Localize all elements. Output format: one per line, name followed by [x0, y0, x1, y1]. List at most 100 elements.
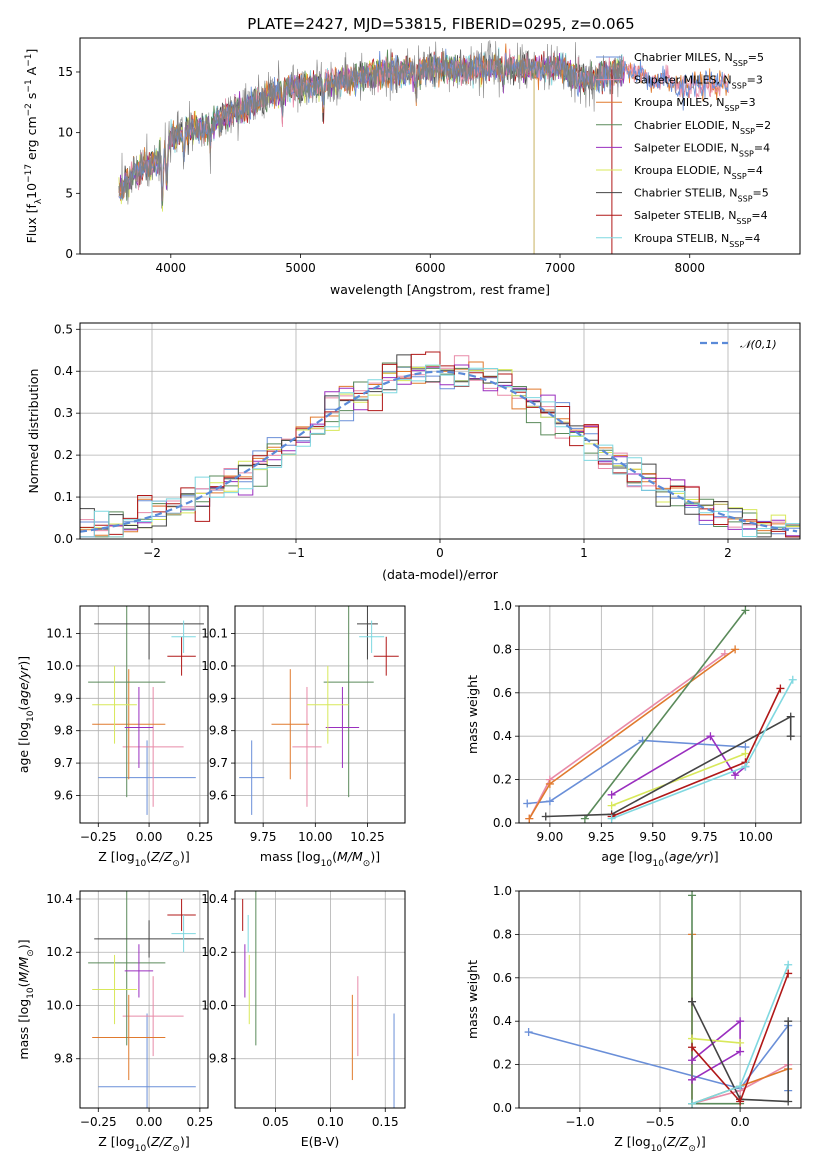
- y-tick-label: 10.2: [46, 945, 73, 959]
- weight-marker: [688, 997, 697, 1006]
- weight-marker: [688, 1034, 697, 1043]
- y-axis-label: Flux [fλ10−17 erg cm−2 s−1 A−1]: [24, 49, 44, 244]
- weight-marker: [541, 812, 550, 821]
- y-tick-label: 5: [65, 186, 73, 200]
- plot-area: [88, 606, 204, 815]
- axes-frame: [234, 605, 406, 824]
- y-tick-label: 10.0: [46, 659, 73, 673]
- x-tick-label: 10.00: [739, 830, 773, 844]
- weight-marker: [731, 645, 740, 654]
- x-axis-label: age [log10(age/yr)]: [601, 849, 718, 869]
- x-tick-label: 9.75: [250, 830, 277, 844]
- y-tick-label: 10.4: [46, 892, 73, 906]
- weight-marker: [731, 771, 740, 780]
- weight-marker: [688, 1056, 697, 1065]
- y-axis-label: mass weight: [465, 960, 480, 1039]
- weight-marker: [736, 1017, 745, 1026]
- y-tick-label: 1.0: [493, 599, 512, 613]
- plot-area: [524, 891, 793, 1108]
- legend-label: Chabrier STELIB, NSSP=5: [634, 187, 769, 204]
- weight-marker: [545, 779, 554, 788]
- y-tick-label: 10.0: [46, 998, 73, 1012]
- weight-marker: [688, 1043, 697, 1052]
- y-tick-label: 10.0: [201, 659, 228, 673]
- panel-age-vs-Z: −0.25 0.00 0.25 9.6 9.7 9.8 9.9 10.0 10.1 Z [log1…: [16, 605, 213, 869]
- y-tick-label: 0.2: [493, 773, 512, 787]
- weight-line: [611, 688, 782, 818]
- x-tick-label: 5000: [285, 261, 316, 275]
- y-tick-label: 0.0: [493, 1101, 512, 1115]
- weight-line: [691, 895, 741, 1105]
- y-tick-label: 0.3: [54, 406, 73, 420]
- weight-marker: [776, 684, 785, 693]
- grid: [519, 890, 801, 1109]
- x-tick-label: 0.25: [187, 1115, 214, 1129]
- figure-title: PLATE=2427, MJD=53815, FIBERID=0295, z=0…: [247, 15, 634, 33]
- legend-label: Salpeter MILES, NSSP=3: [634, 74, 763, 91]
- y-tick-label: 0.2: [493, 1058, 512, 1072]
- x-tick-label: 8000: [674, 261, 705, 275]
- y-tick-label: 10.1: [46, 627, 73, 641]
- panel-weights-vs-Z: −1.0 −0.5 0.0 0.0 0.2 0.4 0.6 0.8 1.0 Z [log10(Z/…: [465, 884, 802, 1154]
- x-axis-label: mass [log10(M/M⊙)]: [260, 849, 380, 869]
- legend-label: Chabrier ELODIE, NSSP=2: [634, 119, 771, 136]
- weight-marker: [607, 790, 616, 799]
- y-tick-label: 9.8: [54, 1052, 73, 1066]
- y-tick-label: 9.9: [54, 691, 73, 705]
- weight-marker: [786, 732, 795, 741]
- plot-area: [239, 606, 399, 815]
- weight-marker: [784, 1097, 793, 1106]
- y-tick-label: 10.2: [201, 945, 228, 959]
- grid: [80, 891, 208, 1108]
- y-tick-label: 0.8: [493, 927, 512, 941]
- x-tick-label: 10.25: [350, 830, 384, 844]
- x-tick-label: 0.00: [136, 830, 163, 844]
- panel-spectrum: 4000 5000 6000 7000 8000 0 5 10 15 wavelength [An…: [24, 37, 801, 297]
- y-axis-label: mass [log10(M/M⊙)]: [16, 939, 36, 1059]
- weight-marker: [736, 1047, 745, 1056]
- y-tick-label: 9.7: [209, 756, 228, 770]
- axes-frame: [79, 322, 801, 540]
- x-tick-label: −1.0: [565, 1115, 594, 1129]
- grid: [235, 606, 405, 823]
- x-tick-label: 10.00: [298, 830, 332, 844]
- y-tick-label: 0.0: [54, 532, 73, 546]
- y-axis-label: Normed distribution: [26, 369, 41, 494]
- weight-marker: [741, 749, 750, 758]
- weight-marker: [784, 1017, 793, 1026]
- x-tick-label: 0.05: [262, 1115, 289, 1129]
- panel-mass-vs-Z: −0.25 0.00 0.25 9.8 10.0 10.2 10.4 Z [log10(Z/Z…: [16, 890, 214, 1154]
- x-tick-label: 0.00: [136, 1115, 163, 1129]
- weight-line: [584, 609, 747, 820]
- y-tick-label: 9.8: [209, 724, 228, 738]
- data-spectrum-line: [118, 40, 623, 209]
- x-tick-label: 9.25: [588, 830, 615, 844]
- y-axis-label: mass weight: [465, 675, 480, 754]
- y-tick-label: 15: [58, 65, 73, 79]
- weight-marker: [688, 891, 697, 900]
- weight-line: [528, 1023, 789, 1091]
- panel-weights-vs-age: 9.00 9.25 9.50 9.75 10.00 0.0 0.2 0.4 0.6 0.8 1.0 a…: [465, 599, 802, 869]
- legend-label: Kroupa ELODIE, NSSP=4: [634, 164, 763, 181]
- residual-histogram: [80, 351, 800, 538]
- axes-frame: [79, 605, 209, 824]
- plot-area: [88, 891, 204, 1108]
- y-tick-label: 1.0: [493, 884, 512, 898]
- y-tick-label: 0.5: [54, 322, 73, 336]
- legend-label: Salpeter ELODIE, NSSP=4: [634, 141, 770, 158]
- x-tick-label: 2: [724, 546, 732, 560]
- weight-marker: [523, 799, 532, 808]
- y-tick-label: 9.7: [54, 756, 73, 770]
- y-tick-label: 9.8: [54, 724, 73, 738]
- weight-marker: [741, 606, 750, 615]
- x-tick-label: −0.25: [80, 1115, 117, 1129]
- y-tick-label: 0: [65, 247, 73, 261]
- x-tick-label: −2: [143, 546, 161, 560]
- y-tick-label: 10.0: [201, 998, 228, 1012]
- x-axis-label: Z [log10(Z/Z⊙)]: [98, 849, 189, 869]
- weight-marker: [736, 1038, 745, 1047]
- plot-area: [523, 606, 797, 823]
- legend-label: 𝒩(0,1): [740, 338, 777, 351]
- legend-label: Salpeter STELIB, NSSP=4: [634, 209, 768, 226]
